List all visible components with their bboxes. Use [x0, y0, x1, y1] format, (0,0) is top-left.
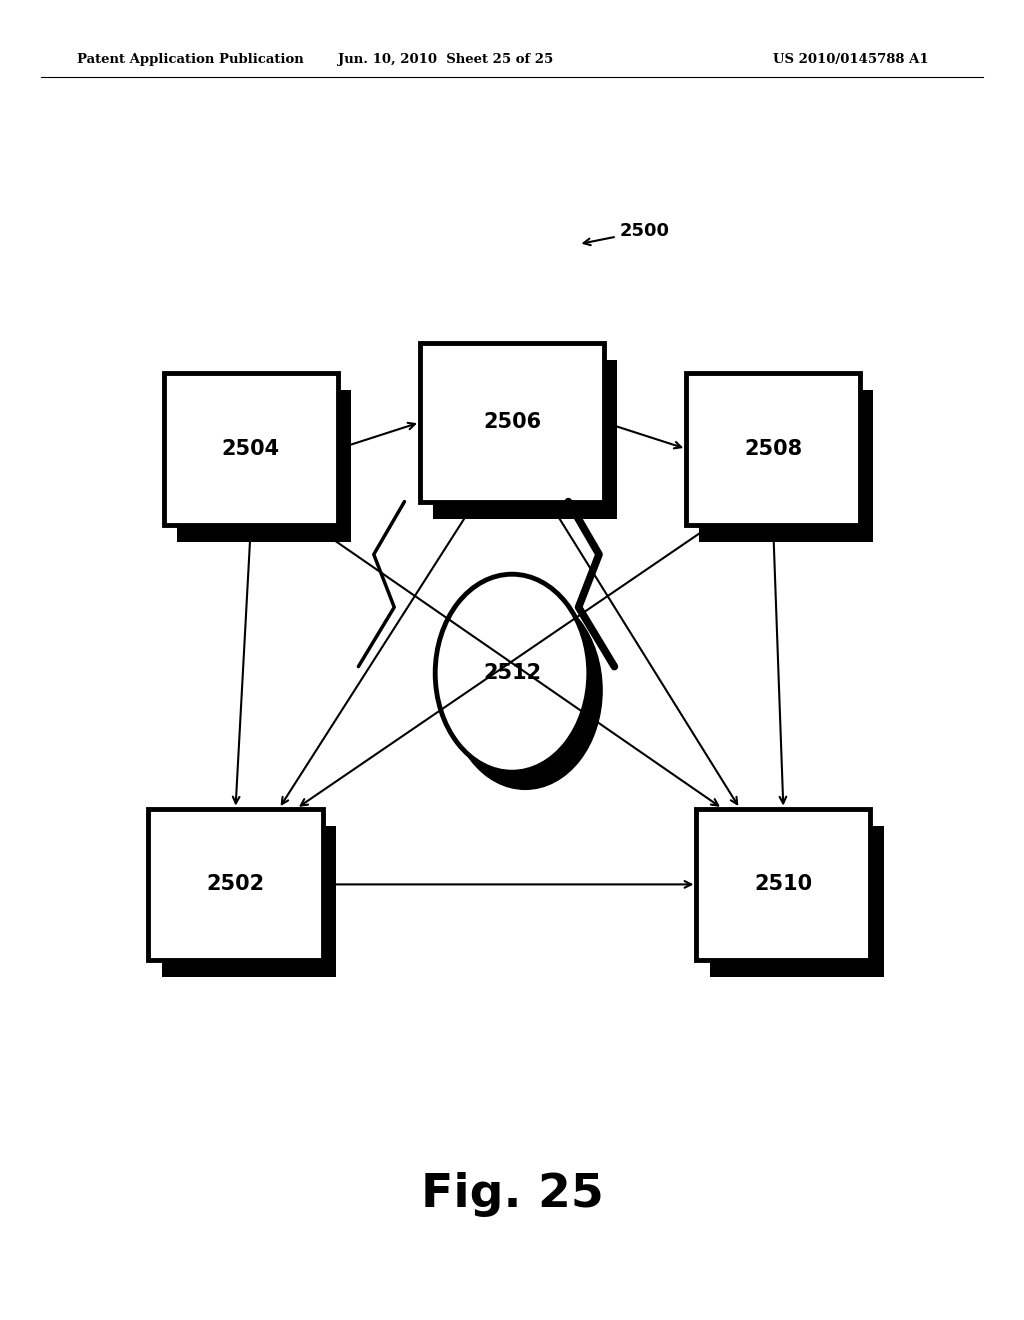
FancyBboxPatch shape	[696, 808, 870, 961]
Text: 2506: 2506	[483, 412, 541, 433]
Ellipse shape	[449, 591, 602, 789]
FancyBboxPatch shape	[710, 826, 884, 977]
FancyBboxPatch shape	[420, 343, 604, 502]
FancyBboxPatch shape	[177, 391, 351, 541]
Text: 2510: 2510	[755, 874, 812, 895]
Text: 2502: 2502	[207, 874, 264, 895]
Text: 2504: 2504	[222, 438, 280, 459]
FancyBboxPatch shape	[148, 808, 323, 961]
Ellipse shape	[435, 574, 589, 772]
Text: 2508: 2508	[744, 438, 802, 459]
Text: 2500: 2500	[584, 222, 670, 246]
FancyBboxPatch shape	[162, 826, 336, 977]
FancyBboxPatch shape	[686, 372, 860, 524]
Text: US 2010/0145788 A1: US 2010/0145788 A1	[773, 53, 929, 66]
FancyBboxPatch shape	[433, 360, 617, 519]
Text: Jun. 10, 2010  Sheet 25 of 25: Jun. 10, 2010 Sheet 25 of 25	[338, 53, 553, 66]
Text: Fig. 25: Fig. 25	[421, 1172, 603, 1217]
Text: 2512: 2512	[483, 663, 541, 684]
FancyBboxPatch shape	[164, 372, 338, 524]
Text: Patent Application Publication: Patent Application Publication	[77, 53, 303, 66]
FancyBboxPatch shape	[699, 391, 873, 541]
